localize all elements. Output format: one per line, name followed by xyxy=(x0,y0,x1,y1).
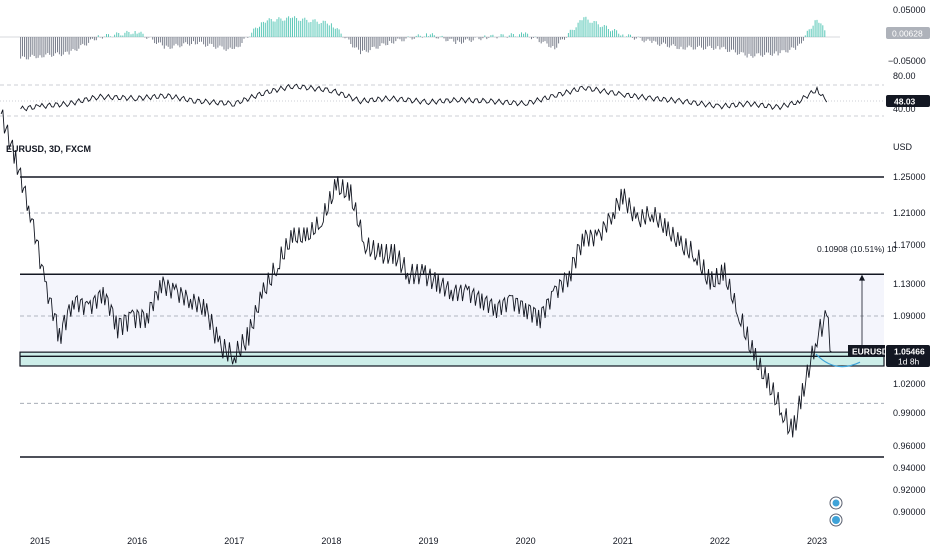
oscillator-panel: 0.05000 −0.05000 0.00628 xyxy=(0,5,930,66)
symbol-badge xyxy=(848,345,885,357)
dashed-levels[interactable] xyxy=(20,212,884,404)
oscillator-tick-low: −0.05000 xyxy=(888,56,926,66)
time-axis-tick: 2017 xyxy=(224,536,244,546)
time-axis-tick: 2021 xyxy=(613,536,633,546)
price-axis-tick: 1.09000 xyxy=(893,311,926,321)
oscillator-value-label: 0.00628 xyxy=(892,29,923,39)
projection-curve[interactable] xyxy=(815,353,861,368)
countdown-label: 1d 8h xyxy=(898,357,920,367)
symbol-badge-label: EURUSD xyxy=(852,347,888,357)
time-axis[interactable]: 2015 2016 2017 2018 2019 2020 2021 2022 2023 xyxy=(30,536,827,546)
rsi-tick-low: 40.00 xyxy=(893,104,916,114)
replay-icon[interactable] xyxy=(829,513,843,527)
rsi-value-badge xyxy=(886,95,930,107)
time-axis-tick: 2023 xyxy=(807,536,827,546)
horizontal-levels[interactable] xyxy=(20,176,884,458)
time-axis-tick: 2020 xyxy=(516,536,536,546)
price-axis-tick: 0.99000 xyxy=(893,408,926,418)
time-axis-tick: 2015 xyxy=(30,536,50,546)
price-axis[interactable]: 1.25000 1.21000 1.17000 1.13000 1.09000 1.020… xyxy=(893,172,926,517)
oscillator-bars xyxy=(20,16,826,60)
price-line xyxy=(0,109,832,438)
price-axis-tick: 1.17000 xyxy=(893,240,926,250)
price-measure-arrowhead xyxy=(859,274,865,281)
time-axis-tick: 2022 xyxy=(710,536,730,546)
price-axis-tick: 1.02000 xyxy=(893,379,926,389)
rsi-line xyxy=(20,83,828,112)
rsi-tick-high: 80.00 xyxy=(893,71,916,81)
price-axis-tick: 1.13000 xyxy=(893,279,926,289)
price-range-annotation: 0.10908 (10.51%) 10 xyxy=(817,244,897,254)
price-range-zone xyxy=(20,274,884,353)
rsi-panel: 80.00 40.00 48.03 xyxy=(0,71,930,117)
price-axis-tick: 1.25000 xyxy=(893,172,926,182)
price-panel[interactable]: 0.10908 (10.51%) 10 EURUSD, 3D, FXCM USD… xyxy=(0,109,930,546)
price-axis-tick: 1.21000 xyxy=(893,208,926,218)
oscillator-value-badge xyxy=(886,27,930,39)
time-axis-tick: 2018 xyxy=(321,536,341,546)
rsi-value-label: 48.03 xyxy=(894,97,916,107)
price-axis-tick: 0.94000 xyxy=(893,463,926,473)
oscillator-tick-high: 0.05000 xyxy=(893,5,926,15)
price-axis-tick: 0.90000 xyxy=(893,507,926,517)
last-price-value: 1.05466 xyxy=(894,347,925,357)
last-price-badge xyxy=(886,345,930,367)
price-axis-tick: 0.96000 xyxy=(893,441,926,451)
time-axis-tick: 2019 xyxy=(419,536,439,546)
currency-label: USD xyxy=(893,142,913,152)
time-axis-tick: 2016 xyxy=(127,536,147,546)
alert-icon[interactable] xyxy=(829,496,843,510)
symbol-title[interactable]: EURUSD, 3D, FXCM xyxy=(6,144,91,154)
price-axis-tick: 0.92000 xyxy=(893,485,926,495)
